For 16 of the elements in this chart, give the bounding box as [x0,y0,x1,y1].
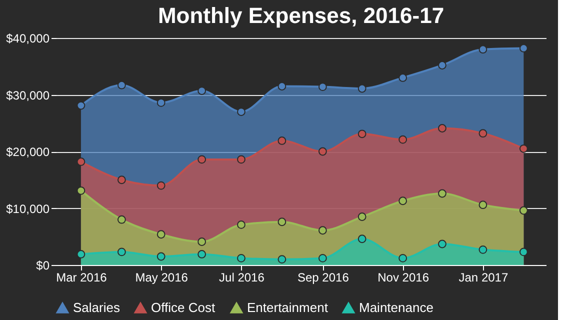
x-tick-label: Jul 2016 [219,270,265,284]
y-tick-label: $10,000 [6,202,50,216]
legend-label: Maintenance [359,300,434,315]
x-tick-label: Mar 2016 [56,270,108,284]
legend-label: Entertainment [247,300,328,315]
chart-title: Monthly Expenses, 2016-17 [158,3,444,28]
x-tick-label: Jan 2017 [458,270,508,284]
y-tick-label: $20,000 [6,145,50,159]
x-tick-label: May 2016 [135,270,188,284]
x-tick-label: Sep 2016 [297,270,350,284]
legend-label: Office Cost [151,300,216,315]
y-tick-label: $0 [36,258,50,272]
y-tick-label: $40,000 [6,32,50,46]
x-tick-label: Nov 2016 [378,270,430,284]
legend-label: Salaries [73,300,120,315]
y-tick-label: $30,000 [6,88,50,102]
